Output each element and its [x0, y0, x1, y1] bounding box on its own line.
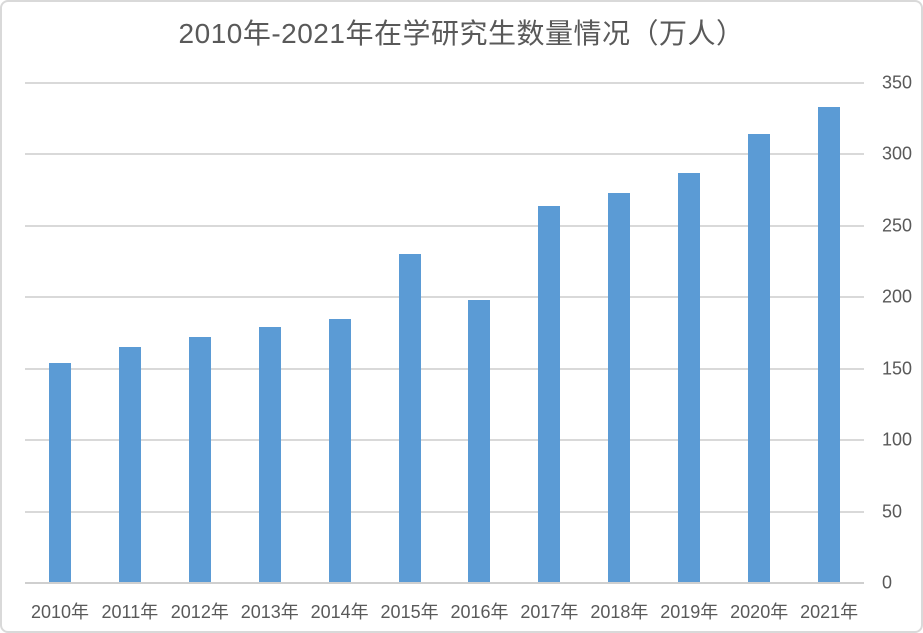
- x-tick-label: 2016年: [450, 602, 509, 622]
- x-axis-labels: 2010年 2011年 2012年 2013年 2014年 2015年 2016年 2017年…: [25, 598, 864, 624]
- bar: [748, 134, 771, 583]
- y-tick-label: 250: [882, 215, 913, 236]
- bars-layer: [25, 83, 864, 583]
- bar-cell: [235, 83, 305, 583]
- x-tick-label: 2010年: [30, 602, 89, 622]
- bar: [608, 193, 631, 583]
- gridline: [25, 510, 864, 513]
- bar-cell: [584, 83, 654, 583]
- x-axis-line: [25, 582, 864, 584]
- gridline: [25, 296, 864, 299]
- bar: [398, 254, 421, 583]
- bar-cell: [724, 83, 794, 583]
- bar-cell: [305, 83, 375, 583]
- bar-cell: [25, 83, 95, 583]
- bar: [538, 205, 561, 583]
- bar: [328, 318, 351, 583]
- bar-cell: [445, 83, 515, 583]
- y-tick-label: 150: [882, 358, 913, 379]
- bar-cell: [794, 83, 864, 583]
- gridline: [25, 153, 864, 156]
- gridline: [25, 367, 864, 370]
- x-tick-label: 2021年: [800, 602, 859, 622]
- x-tick-label: 2019年: [660, 602, 719, 622]
- x-tick-label: 2011年: [101, 602, 159, 622]
- x-tick-label: 2012年: [170, 602, 229, 622]
- bar: [818, 107, 841, 583]
- bar-cell: [165, 83, 235, 583]
- bar: [118, 347, 141, 583]
- y-tick-label: 50: [882, 501, 903, 522]
- x-tick-label: 2017年: [520, 602, 579, 622]
- x-tick-label: 2020年: [730, 602, 789, 622]
- bar-cell: [514, 83, 584, 583]
- gridline: [25, 82, 864, 84]
- gridline: [25, 439, 864, 442]
- y-tick-label: 100: [882, 429, 913, 450]
- bar: [48, 363, 71, 583]
- x-tick-label: 2015年: [380, 602, 439, 622]
- x-tick-label: 2018年: [590, 602, 649, 622]
- bar-cell: [375, 83, 445, 583]
- y-tick-label: 350: [882, 72, 913, 93]
- bar: [188, 337, 211, 583]
- bar: [678, 173, 701, 583]
- chart-title: 2010年-2021年在学研究生数量情况（万人）: [178, 18, 745, 49]
- gridline: [25, 224, 864, 227]
- y-tick-label: 300: [882, 143, 913, 164]
- y-tick-label: 200: [882, 286, 913, 307]
- bar-cell: [95, 83, 165, 583]
- bar-cell: [654, 83, 724, 583]
- x-tick-label: 2013年: [240, 602, 299, 622]
- y-tick-label: 0: [882, 572, 893, 593]
- x-tick-label: 2014年: [310, 602, 369, 622]
- plot-area: [25, 82, 864, 584]
- bar: [468, 300, 491, 583]
- bar: [258, 327, 281, 583]
